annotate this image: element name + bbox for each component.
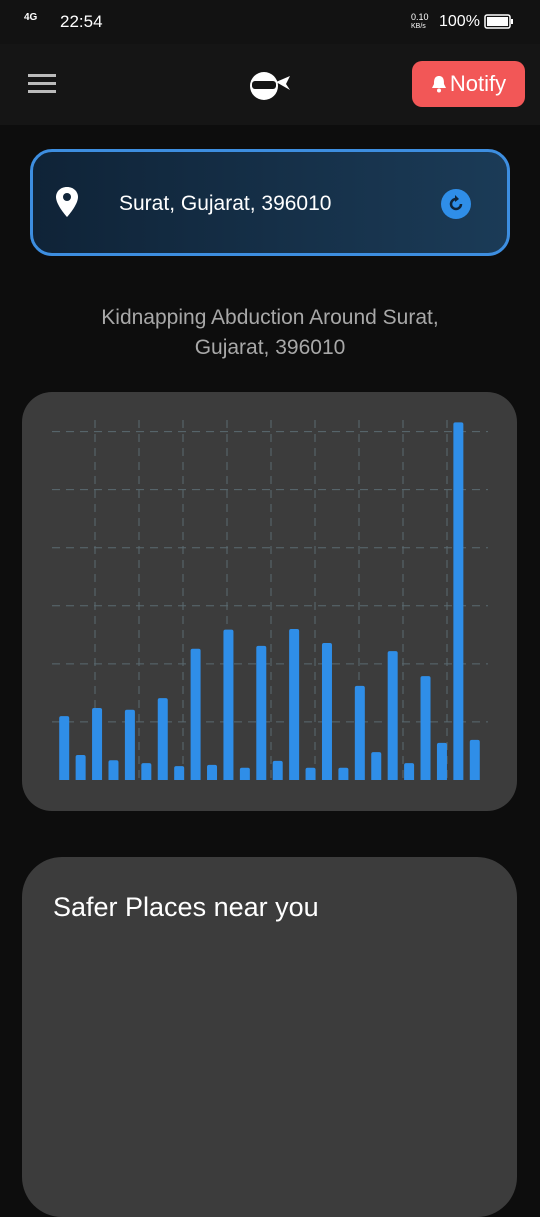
bar [75,755,86,780]
battery-icon [484,14,513,29]
bar [305,767,316,780]
bar [256,645,267,780]
speed: 0.10 [411,12,429,22]
bar [436,742,447,780]
bell-icon [431,76,446,93]
safer-places-title: Safer Places near you [53,892,319,922]
bar [190,648,201,780]
bar [453,422,464,780]
refresh-button[interactable] [440,188,472,220]
bar [387,651,398,780]
bar [371,752,382,780]
bar [141,763,152,780]
bar [124,709,135,780]
bar [420,676,431,780]
heading: Kidnapping Abduction Around Surat, Gujar… [101,306,439,359]
time: 22:54 [60,12,103,31]
notify-button[interactable]: Notify [412,61,525,107]
bar [174,766,185,780]
chart-card [22,392,517,811]
location-text: Surat, Gujarat, 396010 [119,192,332,215]
bar [338,767,349,780]
bar [469,739,480,780]
bar [92,708,103,780]
location-box[interactable]: Surat, Gujarat, 396010 [30,149,510,256]
bar [272,760,283,780]
notify-label: Notify [449,71,507,96]
battery: 100% [439,13,480,30]
bar [289,629,300,780]
bar [404,763,415,780]
logo [250,72,290,100]
bar [108,760,119,780]
menu-icon[interactable] [28,74,56,94]
chart [52,420,488,780]
bar [223,629,234,780]
bar [239,767,250,780]
bar [321,642,332,780]
status-bar: 4G 22:54 0.10 KB/s 100% [0,0,540,44]
bar [157,698,168,780]
bar [59,716,70,780]
network: 4G [24,12,38,23]
speed-unit: KB/s [411,23,426,30]
pin-icon [56,187,78,217]
bar [354,685,365,780]
bar [207,764,218,780]
safer-places-card: Safer Places near you [22,857,517,1217]
